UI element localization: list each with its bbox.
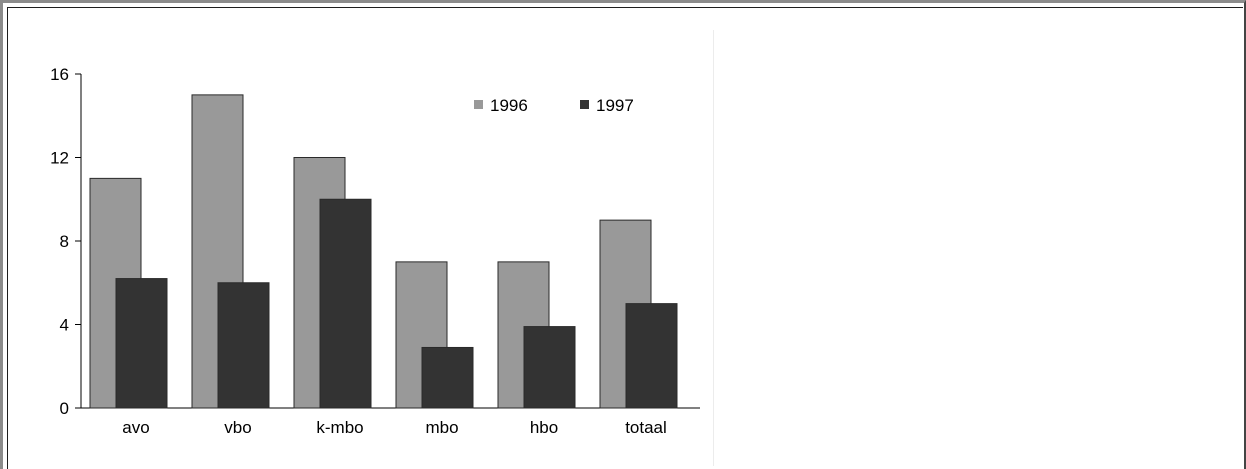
x-tick-label: hbo xyxy=(530,418,558,437)
y-tick-label: 16 xyxy=(50,65,69,84)
bar-avo-1997 xyxy=(115,278,168,409)
x-tick-label: vbo xyxy=(224,418,251,437)
bar-hbo-1997 xyxy=(523,326,576,409)
x-tick-label: k-mbo xyxy=(316,418,363,437)
x-tick-label: totaal xyxy=(625,418,667,437)
legend-label-1996: 1996 xyxy=(490,96,528,115)
bar-totaal-1997 xyxy=(625,303,678,409)
legend: 1996 1997 xyxy=(474,96,634,115)
x-tick-label: mbo xyxy=(425,418,458,437)
y-axis: 0 4 8 12 16 xyxy=(50,65,82,418)
y-tick-label: 12 xyxy=(50,149,69,168)
x-axis: avo vbo k-mbo mbo hbo totaal xyxy=(81,407,700,437)
bars xyxy=(89,94,678,409)
x-tick-label: avo xyxy=(122,418,149,437)
y-tick-label: 0 xyxy=(60,399,69,418)
legend-label-1997: 1997 xyxy=(596,96,634,115)
bar-k-mbo-1997 xyxy=(319,198,372,409)
bar-mbo-1997 xyxy=(421,346,474,409)
y-tick-label: 8 xyxy=(60,232,69,251)
y-tick-label: 4 xyxy=(60,316,69,335)
legend-swatch-1996 xyxy=(474,100,483,109)
chart-panel-edge xyxy=(713,30,714,466)
bar-vbo-1997 xyxy=(217,282,270,409)
legend-swatch-1997 xyxy=(580,100,589,109)
chart-border xyxy=(7,7,1243,469)
